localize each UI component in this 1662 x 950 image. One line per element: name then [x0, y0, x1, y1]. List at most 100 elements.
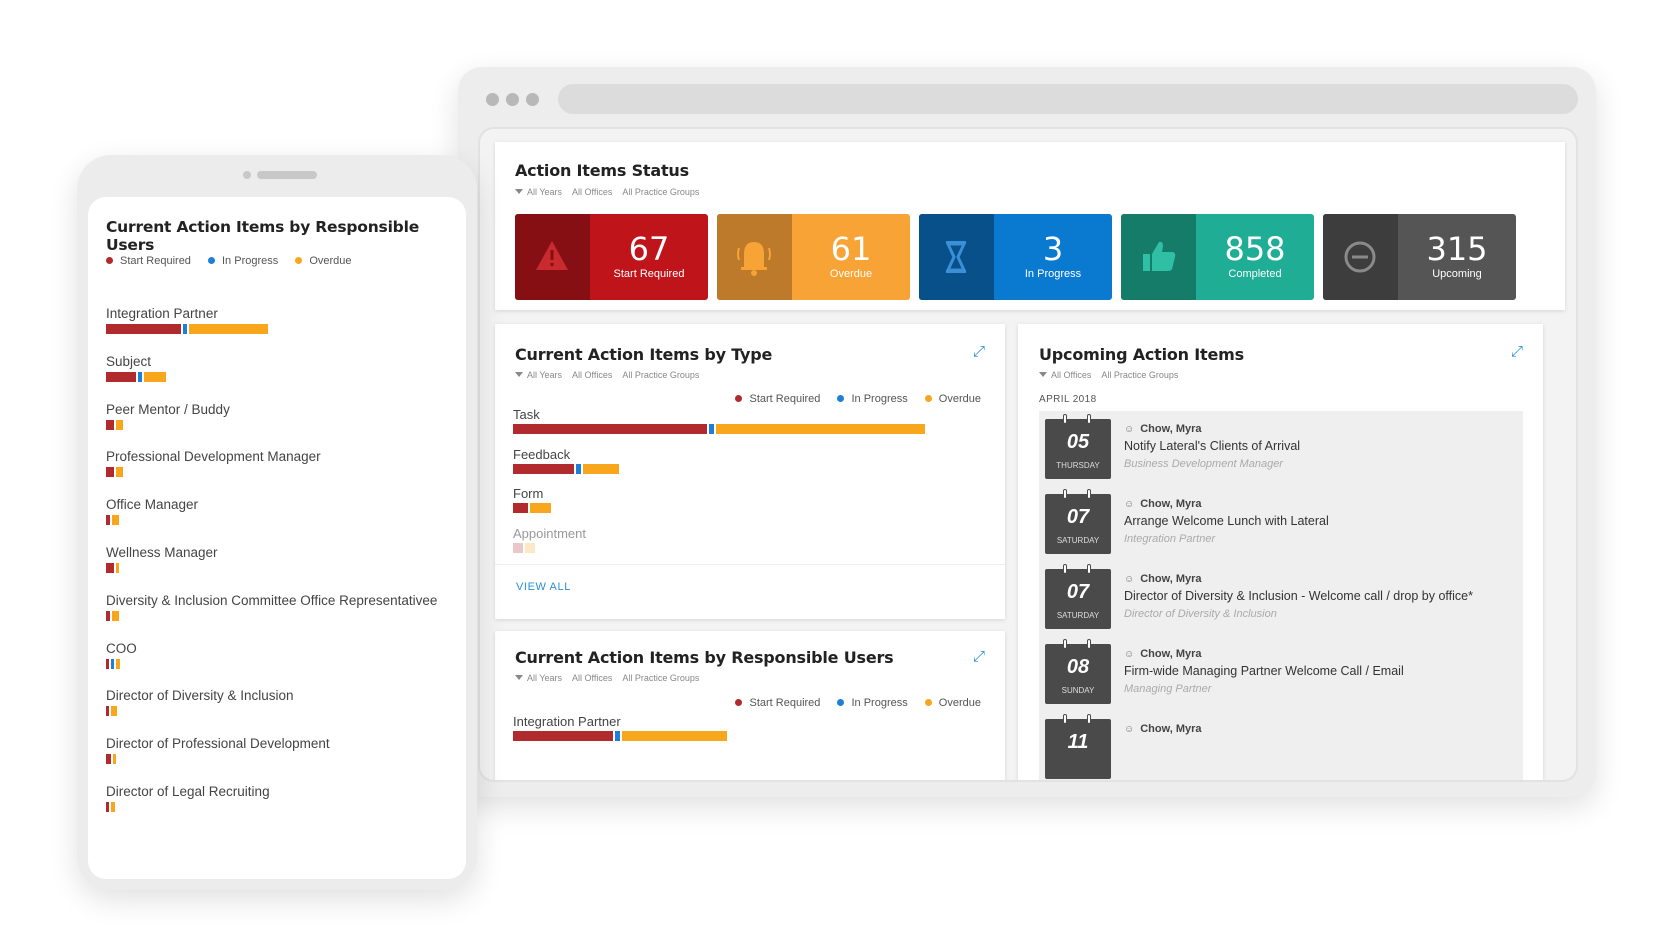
stacked-bar[interactable] [106, 563, 120, 573]
stacked-bar[interactable] [106, 658, 120, 669]
assignee-name: ☺ Chow, Myra [1124, 648, 1202, 660]
view-all-link[interactable]: VIEW ALL [516, 581, 571, 593]
card-title: Current Action Items by Type [515, 345, 773, 364]
stacked-bar[interactable] [106, 515, 120, 526]
calendar-day: 07 [1066, 581, 1090, 603]
stacked-bar[interactable] [106, 754, 116, 765]
task-role: Managing Partner [1124, 683, 1212, 695]
upcoming-item[interactable]: 11 ☺ Chow, Myra [1039, 711, 1523, 780]
upcoming-item[interactable]: 07 SATURDAY ☺ Chow, Myra Director of Diversi… [1039, 561, 1523, 636]
bar-segment-in-progress [615, 731, 620, 741]
upcoming-item[interactable]: 07 SATURDAY ☺ Chow, Myra Arrange Welcome Lun… [1039, 486, 1523, 561]
address-bar[interactable] [558, 84, 1578, 114]
bar-label: Professional Development Manager [106, 449, 321, 465]
bar-segment-overdue [715, 424, 925, 434]
bar-segment-start-required [106, 563, 114, 573]
calendar-icon: 05 THURSDAY [1045, 414, 1111, 479]
bar-segment-overdue [530, 503, 551, 513]
bar-segment-overdue [111, 515, 120, 526]
bar-segment-start-required [106, 515, 110, 526]
minus-circle-icon [1323, 214, 1398, 300]
bar-segment-overdue [111, 802, 115, 812]
window-dot-icon [506, 93, 519, 106]
legend-dot-icon [106, 257, 113, 264]
calendar-weekday: THURSDAY [1056, 461, 1100, 470]
stacked-bar[interactable] [513, 542, 536, 553]
bar-segment-start-required [513, 463, 575, 474]
bar-segment-overdue [115, 419, 123, 430]
bar-segment-start-required [513, 424, 707, 434]
bell-icon [717, 214, 792, 300]
tile-start-required[interactable]: 67 Start Required [515, 214, 708, 300]
dashboard-screen: Action Items Status All Years All Offices… [478, 127, 1578, 782]
stacked-bar[interactable] [106, 419, 123, 430]
bar-segment-start-required [106, 324, 181, 334]
stacked-bar[interactable] [106, 802, 115, 812]
filters[interactable]: All Offices All Practice Groups [1039, 370, 1188, 380]
speaker-icon [257, 171, 317, 179]
assignee-name: ☺ Chow, Myra [1124, 423, 1202, 435]
stacked-bar[interactable] [106, 706, 117, 717]
stacked-bar[interactable] [513, 424, 925, 434]
bar-segment-in-progress [708, 424, 714, 434]
tile-upcoming[interactable]: 315 Upcoming [1323, 214, 1516, 300]
bar-segment-start-required [106, 802, 109, 812]
chart-legend: Start Required In Progress Overdue [721, 393, 981, 405]
filters[interactable]: All Years All Offices All Practice Groups [515, 673, 709, 683]
filters[interactable]: All Years All Offices All Practice Groups [515, 187, 709, 197]
tile-completed[interactable]: 858 Completed [1121, 214, 1314, 300]
stacked-bar[interactable] [106, 610, 120, 621]
task-title: Director of Diversity & Inclusion - Welc… [1124, 589, 1473, 603]
tile-value: 3 [1042, 230, 1064, 268]
bar-segment-overdue [116, 658, 120, 669]
upcoming-item[interactable]: 08 SUNDAY ☺ Chow, Myra Firm-wide Managing Pa… [1039, 636, 1523, 711]
bar-label: Director of Diversity & Inclusion [106, 688, 294, 704]
bar-label: Appointment [513, 525, 586, 541]
hourglass-icon [919, 214, 994, 300]
thumbs-up-icon [1121, 214, 1196, 300]
expand-icon[interactable]: ⤢ [972, 343, 985, 360]
calendar-weekday: SATURDAY [1056, 536, 1100, 545]
card-title: Upcoming Action Items [1039, 345, 1244, 364]
legend-dot-icon [837, 395, 845, 402]
calendar-icon: 07 SATURDAY [1045, 489, 1111, 554]
bar-segment-overdue [111, 610, 120, 621]
stacked-bar[interactable] [513, 503, 551, 513]
bar-label: Subject [106, 353, 152, 369]
bar-segment-overdue [111, 706, 117, 717]
bar-label: Diversity & Inclusion Committee Office R… [106, 592, 438, 608]
card-title: Action Items Status [515, 161, 689, 180]
bar-label: Director of Legal Recruiting [106, 784, 270, 799]
bar-segment-in-progress [183, 324, 187, 334]
bar-label: Office Manager [106, 497, 199, 513]
tile-in-progress[interactable]: 3 In Progress [919, 214, 1112, 300]
upcoming-item[interactable]: 05 THURSDAY ☺ Chow, Myra Notify Lateral's Cl… [1039, 411, 1523, 486]
stacked-bar[interactable] [106, 467, 123, 478]
chart-legend: Start Required In Progress Overdue [721, 697, 981, 709]
assignee-name: ☺ Chow, Myra [1124, 498, 1202, 510]
stacked-bar[interactable] [513, 731, 727, 741]
bar-segment-in-progress [576, 463, 582, 474]
camera-icon [243, 171, 251, 179]
browser-window: Action Items Status All Years All Offices… [458, 67, 1596, 797]
bar-segment-overdue [622, 731, 727, 741]
expand-icon[interactable]: ⤢ [1510, 343, 1523, 360]
bar-segment-start-required [106, 371, 136, 382]
stacked-bar[interactable] [513, 463, 619, 474]
bar-segment-overdue [525, 542, 536, 553]
legend-dot-icon [735, 395, 743, 402]
legend-dot-icon [837, 699, 845, 706]
stacked-bar[interactable] [106, 371, 167, 382]
legend-dot-icon [208, 257, 215, 264]
calendar-day: 08 [1066, 656, 1090, 678]
bar-label: Wellness Manager [106, 545, 218, 560]
bar-segment-start-required [106, 419, 114, 430]
expand-icon[interactable]: ⤢ [972, 648, 985, 665]
upcoming-card: Upcoming Action Items ⤢ All Offices All P… [1018, 324, 1543, 780]
tile-overdue[interactable]: 61 Overdue [717, 214, 910, 300]
bar-segment-overdue [115, 467, 123, 478]
stacked-bar[interactable] [106, 324, 268, 334]
by-type-card: Current Action Items by Type ⤢ All Years… [495, 324, 1005, 619]
tile-label: Upcoming [1432, 268, 1482, 280]
filters[interactable]: All Years All Offices All Practice Groups [515, 370, 709, 380]
